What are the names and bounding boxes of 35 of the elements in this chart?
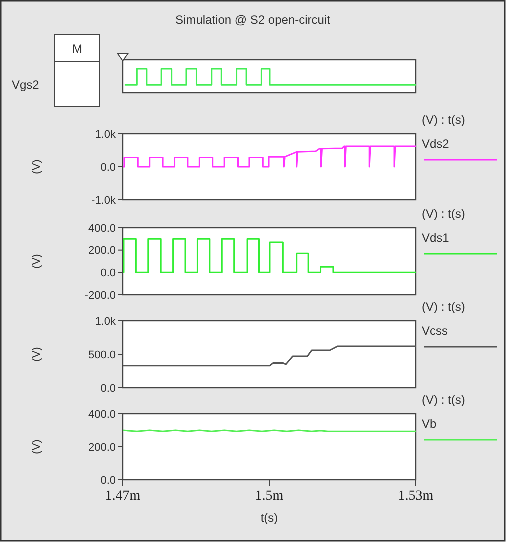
y-tick-label: 1.0k <box>95 128 116 141</box>
text: (V) : t(s) <box>422 393 466 407</box>
y-axis-title: (V) <box>31 347 43 362</box>
y-tick-label: 500.0 <box>88 349 116 362</box>
line-series <box>122 346 417 367</box>
text: M <box>72 42 82 56</box>
text: Vds1 <box>422 231 450 245</box>
series-label: Vds2 <box>422 137 450 151</box>
line-series <box>122 146 417 168</box>
y-tick-label: 200.0 <box>88 245 116 258</box>
y-tick-label: 200.0 <box>88 442 116 454</box>
x-tick-label: 1.47m <box>105 489 141 504</box>
x-tick-label: 1.53m <box>398 489 434 504</box>
y-tick-label: 0.0 <box>100 474 116 487</box>
y-tick-label: -1.0k <box>92 194 116 207</box>
text: (V) : t(s) <box>422 300 466 314</box>
y-axis-title: (V) <box>31 440 43 454</box>
chart-title: Simulation @ S2 open-circuit <box>176 13 332 27</box>
y-tick-label: 400.0 <box>88 222 116 235</box>
series-label: Vcss <box>422 324 448 338</box>
line-series <box>122 238 417 274</box>
x-tick-label: 1.5m <box>255 489 284 504</box>
y-axis-title: (V) <box>31 160 43 174</box>
y-axis-title: (V) <box>31 254 43 269</box>
y-tick-label: 0.0 <box>100 382 116 395</box>
y-tick-label: 0.0 <box>100 268 116 280</box>
x-axis-title: t(s) <box>260 511 278 525</box>
y-tick-label: 400.0 <box>88 408 116 421</box>
text: (V) : t(s) <box>422 113 466 127</box>
y-tick-label: -200.0 <box>84 290 116 302</box>
y-tick-label: 0.0 <box>100 162 116 174</box>
text: (V) : t(s) <box>422 207 466 221</box>
y-tick-label: 1.0k <box>95 316 116 328</box>
y-axis-title: Vgs2 <box>12 78 40 92</box>
series-label: Vb <box>422 417 438 431</box>
